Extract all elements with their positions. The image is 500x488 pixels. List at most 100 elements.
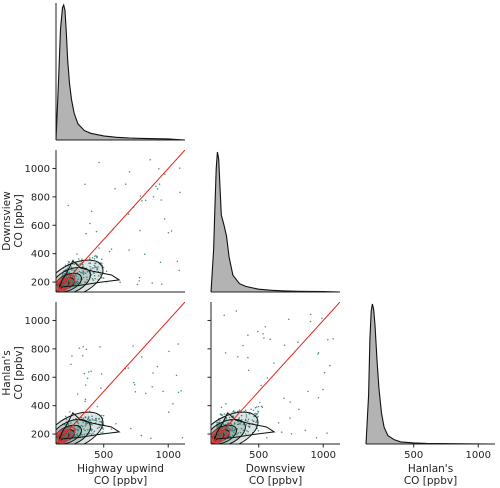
scatter-point xyxy=(220,406,223,409)
scatter-point xyxy=(64,415,67,418)
scatter-point xyxy=(130,427,132,430)
scatter-point xyxy=(124,183,127,185)
scatter-point xyxy=(225,417,228,420)
scatter-point xyxy=(232,410,234,413)
scatter-point xyxy=(180,389,182,392)
scatter-point xyxy=(143,253,146,256)
scatter-point xyxy=(96,405,99,408)
scatter-point xyxy=(245,419,247,422)
y-tick-label: 400 xyxy=(31,401,50,412)
scatter-point xyxy=(95,230,98,233)
scatter-point xyxy=(144,199,147,202)
scatter-point xyxy=(89,266,91,268)
scatter-point xyxy=(73,426,76,428)
scatter-point xyxy=(322,388,324,391)
scatter-point xyxy=(83,428,85,430)
scatter-point xyxy=(94,417,97,420)
scatter-point xyxy=(95,420,98,422)
scatter-point xyxy=(90,430,93,432)
scatter-point xyxy=(257,411,260,413)
scatter-point xyxy=(96,255,98,258)
scatter-point xyxy=(93,274,96,277)
scatter-point xyxy=(96,427,99,429)
kde-panel-highway xyxy=(55,3,186,141)
scatter-point xyxy=(245,423,248,426)
scatter-point xyxy=(84,425,86,427)
scatter-point xyxy=(179,191,181,194)
scatter-point xyxy=(68,271,71,273)
scatter-point xyxy=(70,363,72,366)
scatter-point xyxy=(84,272,87,275)
scatter-point xyxy=(178,269,180,272)
scatter-point xyxy=(247,420,249,423)
scatter-point xyxy=(70,269,73,271)
scatter-point xyxy=(101,262,103,265)
scatter-point xyxy=(244,433,247,435)
scatter-point xyxy=(68,280,71,282)
scatter-point xyxy=(88,420,90,422)
scatter-point xyxy=(261,406,264,409)
scatter-point xyxy=(82,345,84,348)
scatter-point xyxy=(160,283,163,285)
scatter-point xyxy=(241,418,243,421)
scatter-point xyxy=(263,337,265,339)
scatter-point xyxy=(156,187,159,190)
kde-contour-outer xyxy=(59,411,121,440)
scatter-point xyxy=(102,277,105,279)
scatter-point xyxy=(257,429,260,432)
scatter-point xyxy=(178,167,181,169)
scatter-point xyxy=(115,422,117,425)
scatter-point xyxy=(238,416,241,419)
scatter-point xyxy=(84,398,87,400)
kde-fill-highway xyxy=(56,5,185,140)
scatter-point xyxy=(119,281,121,283)
scatter-point xyxy=(99,420,101,423)
scatter-point xyxy=(264,326,267,328)
scatter-point xyxy=(141,199,143,202)
scatter-point xyxy=(255,420,258,422)
scatter-point xyxy=(223,413,226,415)
y-tick-label: 200 xyxy=(31,278,50,289)
scatter-point xyxy=(219,419,221,422)
scatter-point xyxy=(70,422,72,424)
scatter-point xyxy=(298,408,300,410)
scatter-point xyxy=(61,282,63,285)
scatter-point xyxy=(250,408,252,410)
scatter-point xyxy=(326,432,328,434)
scatter-point xyxy=(127,367,130,369)
kde-fill-downsview xyxy=(211,152,340,292)
scatter-point xyxy=(76,271,79,274)
scatter-point xyxy=(237,432,239,434)
scatter-point xyxy=(90,273,93,276)
scatter-point xyxy=(164,173,166,176)
x-axis-label: Hanlan's xyxy=(408,463,453,475)
scatter-point xyxy=(98,161,100,164)
scatter-point xyxy=(77,429,79,432)
scatter-point xyxy=(80,271,82,274)
scatter-point xyxy=(91,424,93,426)
scatter-point xyxy=(245,414,248,416)
one-to-one-line xyxy=(211,302,340,444)
scatter-point xyxy=(246,429,248,432)
scatter-point xyxy=(98,247,100,249)
scatter-point xyxy=(72,269,74,271)
scatter-point xyxy=(75,281,78,283)
scatter-point xyxy=(88,262,90,264)
scatter-point xyxy=(254,406,257,409)
scatter-point xyxy=(89,257,91,259)
scatter-point xyxy=(134,390,137,393)
scatter-point xyxy=(297,341,299,343)
scatter-point xyxy=(224,352,227,354)
scatter-point xyxy=(98,417,100,420)
scatter-point xyxy=(93,264,96,267)
scatter-point xyxy=(67,204,69,207)
scatter-point xyxy=(94,419,96,422)
y-tick-label: 800 xyxy=(31,192,50,203)
scatter-point xyxy=(73,263,75,266)
scatter-point xyxy=(236,427,239,430)
scatter-point xyxy=(245,416,248,418)
y-axis-label: CO [ppbv] xyxy=(13,194,25,247)
scatter-point xyxy=(91,257,94,259)
scatter-point xyxy=(93,267,95,269)
scatter-point xyxy=(140,434,143,437)
